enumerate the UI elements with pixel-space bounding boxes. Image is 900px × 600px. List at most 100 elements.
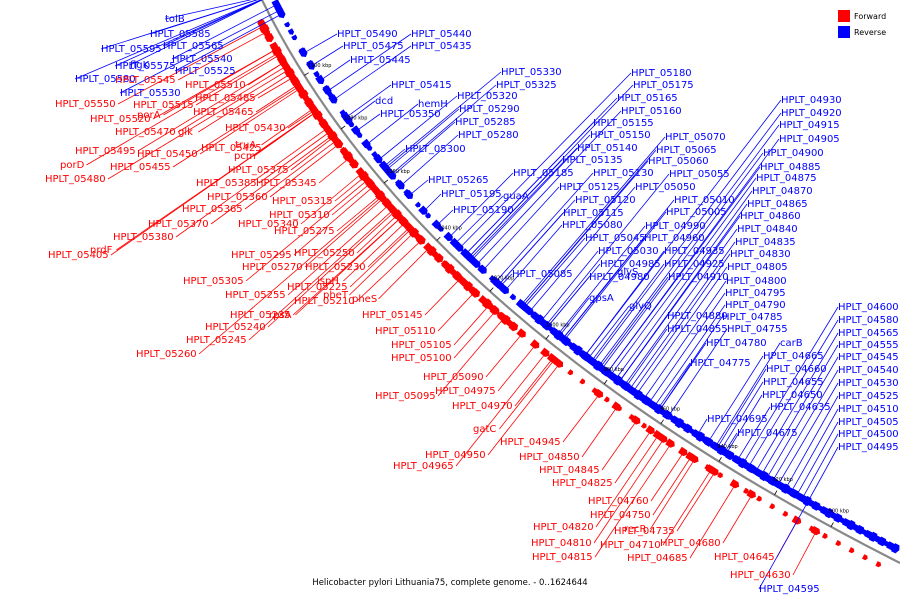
gene-label[interactable]: hemH: [418, 99, 448, 110]
gene-label[interactable]: HPLT_04555: [838, 340, 899, 351]
gene-label[interactable]: HPLT_05365: [182, 204, 243, 215]
gene-label[interactable]: glyQ: [629, 301, 652, 312]
gene-label[interactable]: HPLT_04910: [668, 272, 729, 283]
gene-label[interactable]: HPLT_05285: [455, 117, 516, 128]
gene-label[interactable]: HPLT_04810: [531, 538, 592, 549]
gene-label[interactable]: HPLT_04735: [614, 526, 675, 537]
gene-label[interactable]: HPLT_04755: [727, 324, 788, 335]
gene-label[interactable]: HPLT_05445: [350, 55, 411, 66]
gene-label[interactable]: HPLT_05465: [193, 107, 254, 118]
gene-label[interactable]: pheS: [352, 294, 377, 305]
gene-label[interactable]: HPLT_04975: [435, 386, 496, 397]
gene-label[interactable]: HPLT_05180: [631, 68, 692, 79]
gene-label[interactable]: HPLT_05160: [621, 106, 682, 117]
gene-label[interactable]: HPLT_05085: [512, 269, 573, 280]
gene-label[interactable]: HPLT_05145: [362, 310, 423, 321]
gene-label[interactable]: HPLT_05060: [648, 156, 709, 167]
gene-label[interactable]: HPLT_05440: [411, 29, 472, 40]
gene-label[interactable]: HPLT_04540: [838, 365, 899, 376]
gene-label[interactable]: HPLT_04645: [714, 552, 775, 563]
gene-label[interactable]: HPLT_04665: [763, 351, 824, 362]
gene-label[interactable]: HPLT_04750: [590, 510, 651, 521]
gene-label[interactable]: HPLT_04815: [532, 552, 593, 563]
gene-label[interactable]: HPLT_05105: [391, 340, 452, 351]
gene-label[interactable]: HPLT_05270: [242, 262, 303, 273]
gene-label[interactable]: HPLT_05125: [559, 182, 620, 193]
gene-label[interactable]: porD: [60, 160, 85, 171]
gene-label[interactable]: HPLT_05565: [163, 41, 224, 52]
gene-label[interactable]: HPLT_05540: [172, 54, 233, 65]
gene-label[interactable]: HPLT_04780: [706, 338, 767, 349]
gene-label[interactable]: HPLT_05300: [405, 144, 466, 155]
gene-label[interactable]: flgK: [130, 60, 150, 71]
gene-label[interactable]: HPLT_05530: [120, 88, 181, 99]
gene-label[interactable]: HPLT_05585: [150, 29, 211, 40]
gene-label[interactable]: pcm: [234, 151, 256, 162]
gene-label[interactable]: HPLT_05165: [617, 93, 678, 104]
gene-label[interactable]: HPLT_05135: [562, 155, 623, 166]
gene-label[interactable]: HPLT_05470: [115, 127, 176, 138]
gene-label[interactable]: HPLT_05290: [459, 104, 520, 115]
gene-label[interactable]: HPLT_05195: [441, 189, 502, 200]
gene-label[interactable]: HPLT_04650: [762, 390, 823, 401]
gene-label[interactable]: HPLT_04820: [533, 522, 594, 533]
gene-label[interactable]: HPLT_04675: [737, 428, 798, 439]
gene-label[interactable]: HPLT_04845: [539, 465, 600, 476]
gene-label[interactable]: HPLT_05595: [101, 44, 162, 55]
gene-label[interactable]: HPLT_05250: [294, 248, 355, 259]
gene-label[interactable]: HPLT_04505: [838, 417, 899, 428]
gene-label[interactable]: HPLT_05185: [513, 168, 574, 179]
gene-label[interactable]: HPLT_05210: [294, 296, 355, 307]
gene-label[interactable]: HPLT_04950: [425, 450, 486, 461]
gene-label[interactable]: HPLT_05415: [391, 80, 452, 91]
gene-label[interactable]: HPLT_05080: [562, 220, 623, 231]
gene-label[interactable]: HPLT_04510: [838, 404, 899, 415]
gene-label[interactable]: HPLT_05450: [137, 149, 198, 160]
gene-label[interactable]: HPLT_04970: [452, 401, 513, 412]
gene-label[interactable]: HPLT_05065: [656, 145, 717, 156]
gene-label[interactable]: HPLT_04870: [752, 186, 813, 197]
gene-label[interactable]: dcd: [375, 96, 393, 107]
gene-label[interactable]: HPLT_04990: [645, 221, 706, 232]
gene-label[interactable]: HPLT_05490: [337, 29, 398, 40]
gene-label[interactable]: HPLT_05240: [205, 322, 266, 333]
gene-label[interactable]: tolB: [165, 14, 185, 25]
gene-label[interactable]: HPLT_04920: [781, 108, 842, 119]
gene-label[interactable]: HPLT_04805: [727, 262, 788, 273]
gene-label[interactable]: HPLT_04925: [664, 259, 725, 270]
gene-label[interactable]: HPLT_05280: [458, 130, 519, 141]
gene-label[interactable]: HPLT_04630: [730, 570, 791, 581]
gene-label[interactable]: HPLT_04565: [838, 328, 899, 339]
gene-label[interactable]: HPLT_04500: [838, 429, 899, 440]
gene-label[interactable]: HPLT_05320: [457, 91, 518, 102]
gene-label[interactable]: HPLT_05070: [665, 132, 726, 143]
gene-label[interactable]: HPLT_05455: [110, 162, 171, 173]
gene-label[interactable]: HPLT_04985: [600, 259, 661, 270]
gene-label[interactable]: HPLT_04710: [600, 540, 661, 551]
gene-label[interactable]: HPLT_04880: [667, 311, 728, 322]
gene-label[interactable]: HPLT_04800: [726, 276, 787, 287]
gene-label[interactable]: HPLT_05345: [256, 178, 317, 189]
gene-label[interactable]: recR: [624, 524, 647, 535]
gene-label[interactable]: HPLT_05305: [183, 276, 244, 287]
gene-label[interactable]: glk: [178, 127, 193, 138]
gene-label[interactable]: guaA: [503, 191, 529, 202]
gene-label[interactable]: HPLT_05480: [45, 174, 106, 185]
gene-label[interactable]: truA: [235, 140, 256, 151]
gene-label[interactable]: HPLT_05525: [175, 66, 236, 77]
gene-label[interactable]: pheT: [323, 290, 349, 301]
gene-label[interactable]: HPLT_05550: [55, 99, 116, 110]
gene-label[interactable]: HPLT_04545: [838, 352, 899, 363]
gene-label[interactable]: HPLT_04905: [779, 134, 840, 145]
gene-label[interactable]: nrdF: [90, 245, 113, 256]
gene-label[interactable]: HPLT_05275: [274, 226, 335, 237]
gene-label[interactable]: HPLT_05115: [563, 208, 624, 219]
gene-label[interactable]: HPLT_05235: [230, 310, 291, 321]
gene-label[interactable]: glyS: [617, 267, 638, 278]
gene-label[interactable]: HPLT_05100: [391, 353, 452, 364]
gene-label[interactable]: HPLT_04655: [763, 377, 824, 388]
gene-label[interactable]: HPLT_05360: [207, 192, 268, 203]
gene-label[interactable]: HPLT_05380: [113, 232, 174, 243]
gene-label[interactable]: HPLT_04885: [760, 162, 821, 173]
gene-label[interactable]: HPLT_04935: [664, 246, 725, 257]
